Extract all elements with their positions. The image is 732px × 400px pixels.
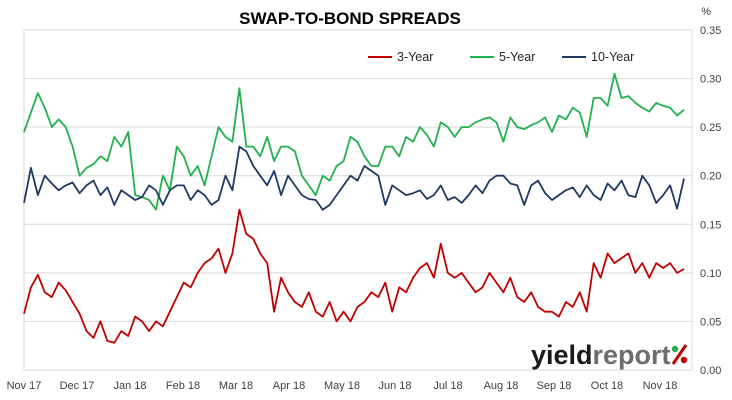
y-tick-label: 0.20 xyxy=(700,171,721,183)
y-axis-ticks: 0.00 0.05 0.10 0.15 0.20 0.25 0.30 0.35 xyxy=(700,25,721,377)
y-tick-label: 0.10 xyxy=(700,268,721,280)
svg-text:yieldreport: yieldreport xyxy=(531,340,671,370)
x-tick-label: Sep 18 xyxy=(537,380,572,392)
series-line-10-year xyxy=(23,145,685,211)
x-tick-label: Nov 17 xyxy=(7,380,42,392)
legend-label-10-year: 10-Year xyxy=(591,50,634,64)
percent-logo-icon xyxy=(671,344,688,365)
y-tick-label: 0.35 xyxy=(700,25,721,37)
logo-yield: yield xyxy=(531,340,593,370)
y-tick-label: 0.25 xyxy=(700,122,721,134)
y-tick-label: 0.30 xyxy=(700,74,721,86)
x-tick-label: Dec 17 xyxy=(60,380,95,392)
x-tick-label: Jul 18 xyxy=(433,380,462,392)
legend: 3-Year 5-Year 10-Year xyxy=(368,50,634,64)
plot-area xyxy=(23,29,693,371)
x-tick-label: Jun 18 xyxy=(378,380,411,392)
x-axis-ticks: Nov 17 Dec 17 Jan 18 Feb 18 Mar 18 Apr 18 May … xyxy=(7,380,678,392)
series-lines xyxy=(23,72,685,344)
legend-label-5-year: 5-Year xyxy=(499,50,535,64)
x-tick-label: Oct 18 xyxy=(591,380,623,392)
series-line-5-year xyxy=(23,72,685,211)
x-tick-label: Apr 18 xyxy=(273,380,305,392)
x-tick-label: May 18 xyxy=(324,380,360,392)
yieldreport-logo: yieldreport xyxy=(531,340,688,370)
x-tick-label: Feb 18 xyxy=(166,380,200,392)
grid-lines xyxy=(24,29,692,371)
x-tick-label: Jan 18 xyxy=(113,380,146,392)
legend-label-3-year: 3-Year xyxy=(397,50,433,64)
y-tick-label: 0.00 xyxy=(700,365,721,377)
chart-title: SWAP-TO-BOND SPREADS xyxy=(239,9,461,28)
y-tick-label: 0.05 xyxy=(700,316,721,328)
x-tick-label: Aug 18 xyxy=(484,380,519,392)
logo-report: report xyxy=(593,340,671,370)
y-tick-label: 0.15 xyxy=(700,219,721,231)
y-axis-unit: % xyxy=(701,6,711,18)
series-line-3-year xyxy=(23,208,685,344)
x-tick-label: Nov 18 xyxy=(643,380,678,392)
x-tick-label: Mar 18 xyxy=(219,380,253,392)
